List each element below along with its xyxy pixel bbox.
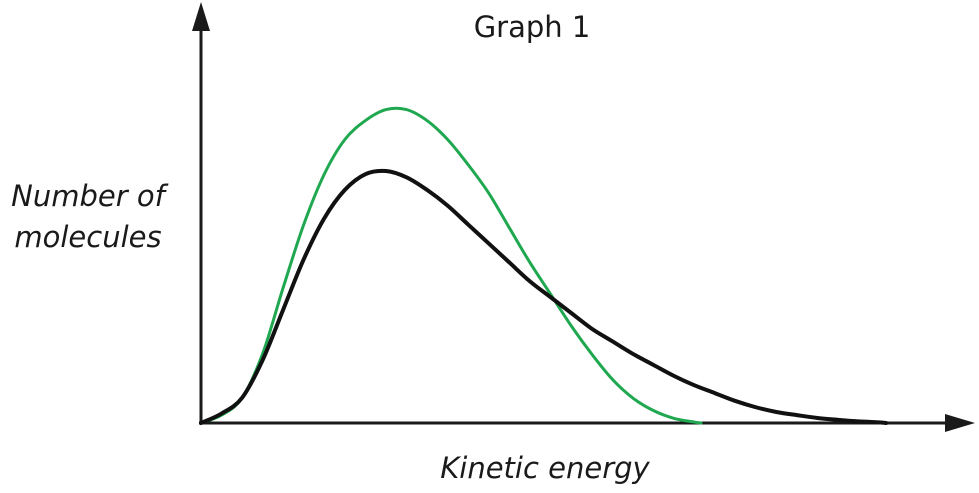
series-line-1 xyxy=(199,106,703,425)
x-axis xyxy=(199,414,975,432)
x-axis-label: Kinetic energy xyxy=(440,451,650,485)
y-axis xyxy=(192,2,210,423)
series-layer xyxy=(199,106,888,425)
y-axis-arrowhead xyxy=(192,2,210,31)
chart-title: Graph 1 xyxy=(474,10,591,44)
y-axis-label-line-1: Number of xyxy=(11,179,168,213)
y-axis-label-line-2: molecules xyxy=(14,220,161,254)
x-axis-arrowhead xyxy=(945,414,975,432)
series-line-2 xyxy=(199,168,888,425)
